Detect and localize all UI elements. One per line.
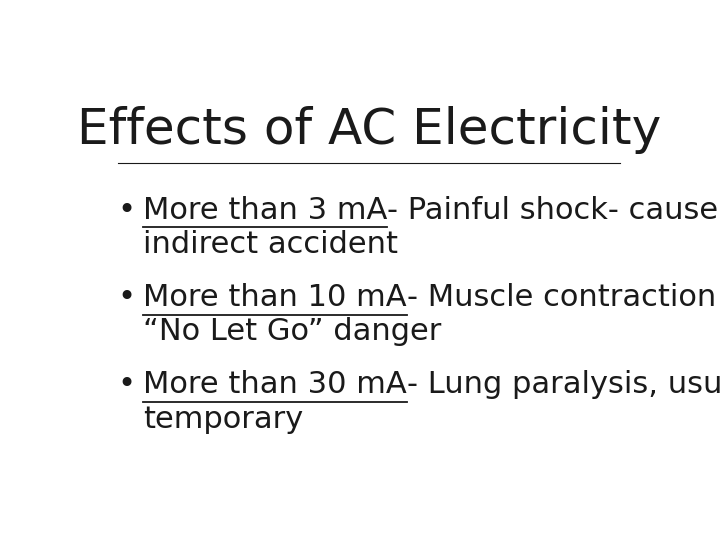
Text: More than 30 mA: More than 30 mA — [143, 370, 407, 400]
Text: More than 3 mA: More than 3 mA — [143, 196, 387, 225]
Text: Effects of AC Electricity: Effects of AC Electricity — [77, 106, 661, 154]
Text: “No Let Go” danger: “No Let Go” danger — [143, 318, 441, 346]
Text: - Muscle contraction –: - Muscle contraction – — [407, 283, 720, 312]
Text: •: • — [117, 196, 135, 225]
Text: •: • — [117, 370, 135, 400]
Text: More than 10 mA: More than 10 mA — [143, 283, 407, 312]
Text: •: • — [117, 283, 135, 312]
Text: - Painful shock- cause: - Painful shock- cause — [387, 196, 719, 225]
Text: temporary: temporary — [143, 404, 303, 434]
Text: indirect accident: indirect accident — [143, 230, 398, 259]
Text: - Lung paralysis, usually: - Lung paralysis, usually — [407, 370, 720, 400]
